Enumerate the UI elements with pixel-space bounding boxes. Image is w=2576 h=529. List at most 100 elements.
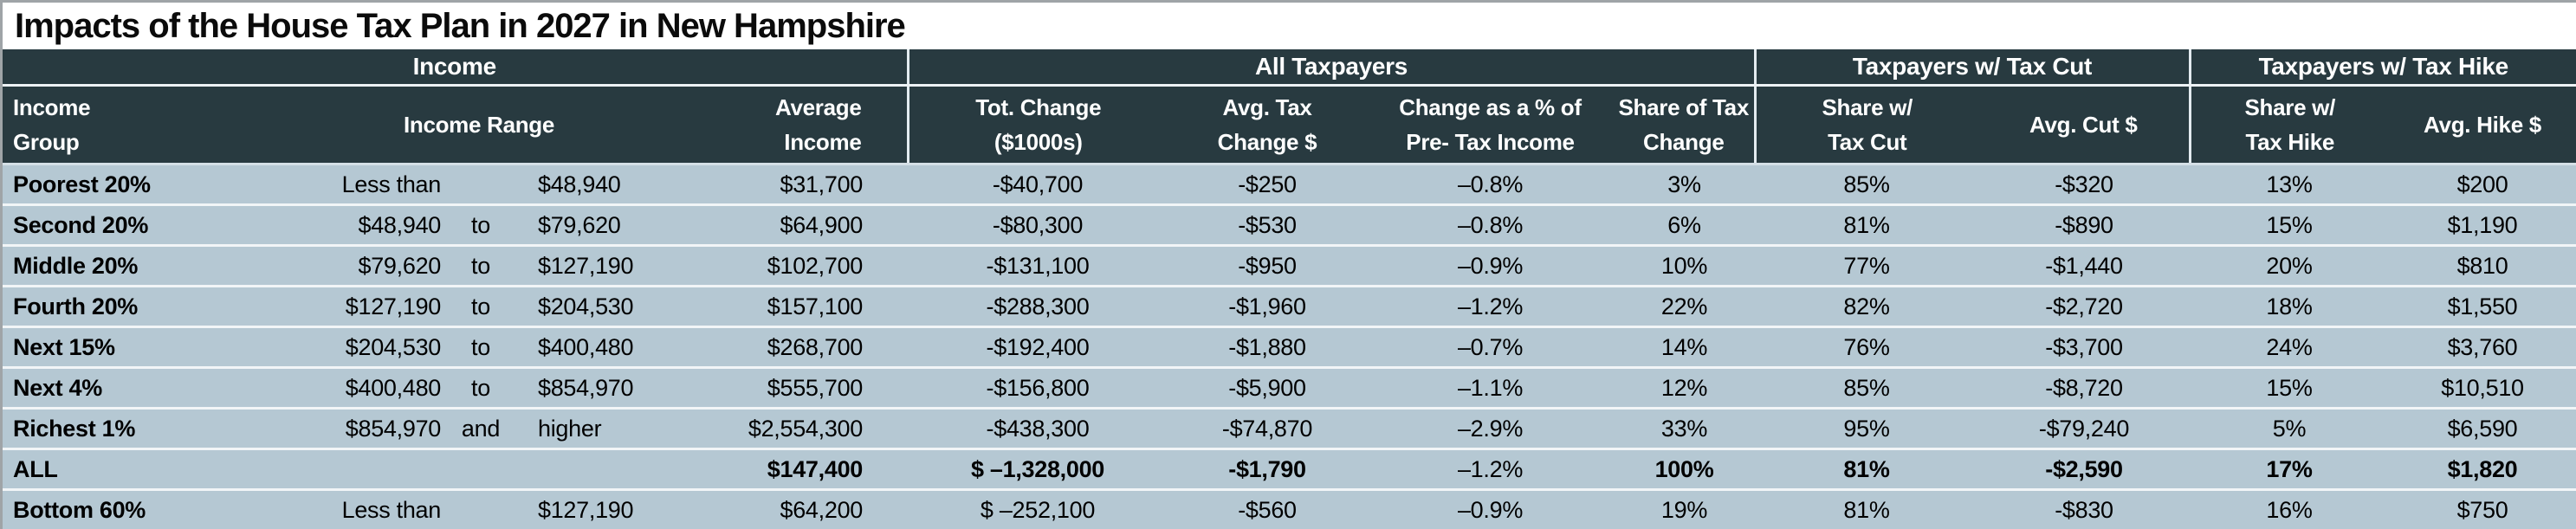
column-group-all-taxpayers: All Taxpayers	[906, 49, 1755, 87]
share-tax-cut-cell: 85%	[1755, 366, 1978, 409]
average-income-cell: $157,100	[704, 285, 908, 327]
range-upper-cell: $400,480	[512, 326, 704, 368]
total-change-cell: $ –252,100	[908, 488, 1168, 529]
income-group-cell: Fourth 20%	[3, 285, 254, 327]
avg-tax-change-cell: -$950	[1168, 244, 1367, 287]
share-tax-hike-cell: 20%	[2190, 244, 2389, 287]
avg-hike-cell: $1,190	[2389, 203, 2576, 246]
total-change-cell: -$80,300	[908, 203, 1168, 246]
table-row: Bottom 60% Less than $127,190 $64,200 $ –252…	[3, 488, 2576, 529]
average-income-cell: $102,700	[704, 244, 908, 287]
range-lower-cell: $400,480	[254, 366, 450, 409]
share-of-change-cell: 12%	[1614, 366, 1755, 409]
share-tax-hike-cell: 15%	[2190, 203, 2389, 246]
average-income-cell: $555,700	[704, 366, 908, 409]
average-income-cell: $2,554,300	[704, 407, 908, 449]
range-upper-cell: $79,620	[512, 203, 704, 246]
avg-hike-cell: $1,550	[2389, 285, 2576, 327]
avg-cut-cell: -$2,590	[1978, 448, 2190, 490]
avg-tax-change-cell: -$250	[1168, 164, 1367, 205]
range-connector-cell	[450, 448, 512, 490]
range-connector-cell: to	[450, 366, 512, 409]
avg-tax-change-cell: -$1,880	[1168, 326, 1367, 368]
share-of-change-cell: 33%	[1614, 407, 1755, 449]
column-group-income: Income	[3, 49, 908, 87]
table-row: Next 15% $204,530 to $400,480 $268,700 -$192,…	[3, 326, 2576, 368]
table-row: Middle 20% $79,620 to $127,190 $102,700 -$131…	[3, 244, 2576, 287]
avg-hike-cell: $750	[2389, 488, 2576, 529]
range-upper-cell: $204,530	[512, 285, 704, 327]
income-group-cell: Middle 20%	[3, 244, 254, 287]
column-header-avg-hike: Avg. Hike $	[2389, 85, 2576, 165]
avg-cut-cell: -$8,720	[1978, 366, 2190, 409]
avg-cut-cell: -$830	[1978, 488, 2190, 529]
change-pct-cell: –0.9%	[1367, 244, 1614, 287]
range-lower-cell: $79,620	[254, 244, 450, 287]
share-tax-hike-cell: 17%	[2190, 448, 2389, 490]
share-of-change-cell: 6%	[1614, 203, 1755, 246]
avg-cut-cell: -$3,700	[1978, 326, 2190, 368]
share-of-change-cell: 3%	[1614, 164, 1755, 205]
share-tax-hike-cell: 18%	[2190, 285, 2389, 327]
total-change-cell: -$131,100	[908, 244, 1168, 287]
share-of-change-cell: 100%	[1614, 448, 1755, 490]
share-tax-cut-cell: 81%	[1755, 203, 1978, 246]
avg-cut-cell: -$79,240	[1978, 407, 2190, 449]
income-group-cell: Poorest 20%	[3, 164, 254, 205]
table-row: Next 4% $400,480 to $854,970 $555,700 -$156,8…	[3, 366, 2576, 409]
share-of-change-cell: 14%	[1614, 326, 1755, 368]
average-income-cell: $64,900	[704, 203, 908, 246]
range-upper-cell	[512, 448, 704, 490]
column-header-share-of-tax-change: Share of Tax Change	[1614, 85, 1755, 165]
change-pct-cell: –2.9%	[1367, 407, 1614, 449]
range-upper-cell: $854,970	[512, 366, 704, 409]
change-pct-cell: –1.2%	[1367, 448, 1614, 490]
share-of-change-cell: 19%	[1614, 488, 1755, 529]
table-row: Second 20% $48,940 to $79,620 $64,900 -$80,30…	[3, 203, 2576, 246]
income-group-cell: Bottom 60%	[3, 488, 254, 529]
range-connector-cell: to	[450, 326, 512, 368]
table-row: ALL $147,400 $ –1,328,000 -$1,790 –1.2% 100% 8…	[3, 448, 2576, 490]
column-group-taxpayers-tax-cut: Taxpayers w/ Tax Cut	[1753, 49, 2190, 87]
average-income-cell: $31,700	[704, 164, 908, 205]
share-tax-cut-cell: 81%	[1755, 488, 1978, 529]
range-upper-cell: $48,940	[512, 164, 704, 205]
range-lower-cell: Less than	[254, 164, 450, 205]
avg-cut-cell: -$2,720	[1978, 285, 2190, 327]
column-header-average-income: Average Income	[704, 85, 908, 165]
share-tax-cut-cell: 95%	[1755, 407, 1978, 449]
avg-tax-change-cell: -$74,870	[1168, 407, 1367, 449]
share-of-change-cell: 10%	[1614, 244, 1755, 287]
share-tax-cut-cell: 81%	[1755, 448, 1978, 490]
range-lower-cell: $48,940	[254, 203, 450, 246]
table-body: Poorest 20% Less than $48,940 $31,700 -$40,7…	[3, 164, 2576, 529]
avg-tax-change-cell: -$1,960	[1168, 285, 1367, 327]
avg-tax-change-cell: -$1,790	[1168, 448, 1367, 490]
table-row: Fourth 20% $127,190 to $204,530 $157,100 -$28…	[3, 285, 2576, 327]
change-pct-cell: –1.2%	[1367, 285, 1614, 327]
average-income-cell: $64,200	[704, 488, 908, 529]
share-tax-cut-cell: 77%	[1755, 244, 1978, 287]
income-group-cell: Next 4%	[3, 366, 254, 409]
total-change-cell: $ –1,328,000	[908, 448, 1168, 490]
range-lower-cell	[254, 448, 450, 490]
column-group-row: Income All Taxpayers Taxpayers w/ Tax Cu…	[3, 49, 2576, 87]
change-pct-cell: –0.7%	[1367, 326, 1614, 368]
average-income-cell: $147,400	[704, 448, 908, 490]
change-pct-cell: –0.9%	[1367, 488, 1614, 529]
range-connector-cell	[450, 164, 512, 205]
total-change-cell: -$288,300	[908, 285, 1168, 327]
total-change-cell: -$40,700	[908, 164, 1168, 205]
column-header-total-change: Tot. Change ($1000s)	[906, 85, 1168, 165]
income-group-cell: ALL	[3, 448, 254, 490]
column-header-avg-tax-change: Avg. Tax Change $	[1168, 85, 1367, 165]
column-header-share-w-tax-hike: Share w/ Tax Hike	[2188, 85, 2389, 165]
income-group-cell: Second 20%	[3, 203, 254, 246]
column-group-taxpayers-tax-hike: Taxpayers w/ Tax Hike	[2188, 49, 2576, 87]
avg-hike-cell: $10,510	[2389, 366, 2576, 409]
avg-cut-cell: -$320	[1978, 164, 2190, 205]
range-upper-cell: $127,190	[512, 244, 704, 287]
range-connector-cell: to	[450, 285, 512, 327]
share-tax-hike-cell: 13%	[2190, 164, 2389, 205]
range-upper-cell: higher	[512, 407, 704, 449]
